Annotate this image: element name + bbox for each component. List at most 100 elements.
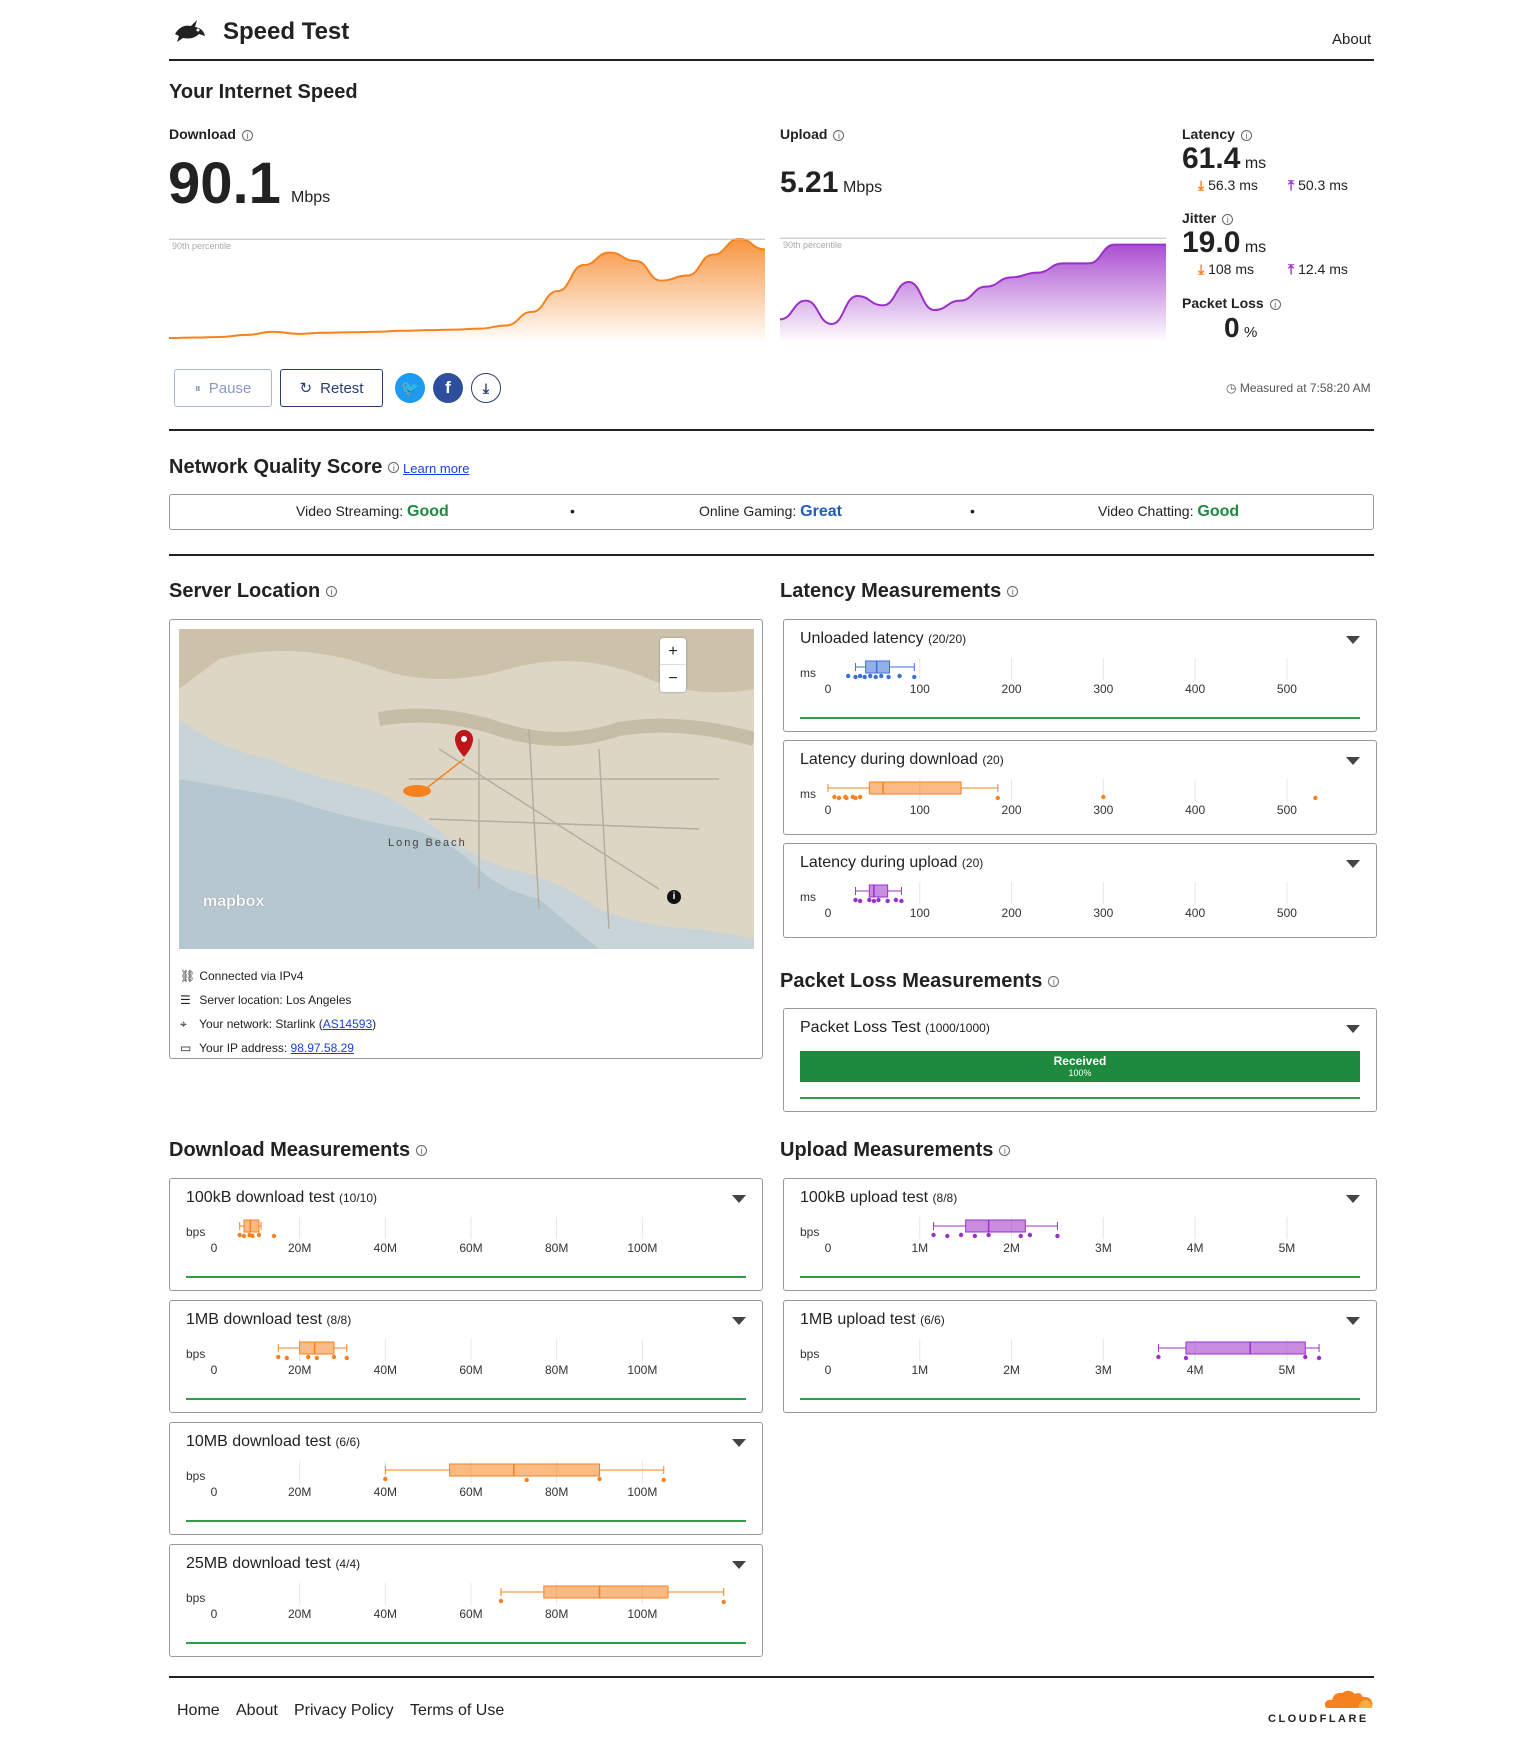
retest-button[interactable]: ↻ Retest <box>280 369 383 407</box>
percentile-label: 90th percentile <box>783 240 842 250</box>
zoom-out-button[interactable]: − <box>668 670 678 687</box>
card-title: 1MB upload test (6/6) <box>800 1311 945 1328</box>
tick-label: 0 <box>825 682 832 696</box>
map[interactable]: Long Beach mapbox i + − <box>179 629 754 949</box>
tick-label: 100M <box>627 1607 657 1621</box>
axis-unit: ms <box>800 890 816 904</box>
latency-label: Latency i <box>1182 126 1252 142</box>
chevron-down-icon[interactable] <box>732 1317 746 1325</box>
percentile-label: 90th percentile <box>172 241 231 251</box>
header-about-link[interactable]: About <box>1332 31 1372 48</box>
chevron-down-icon[interactable] <box>1346 860 1360 868</box>
server-heading: Server Location i <box>169 580 338 603</box>
chevron-down-icon[interactable] <box>732 1439 746 1447</box>
network-icon: ⛓ <box>180 969 196 983</box>
tick-label: 500 <box>1277 682 1297 696</box>
ip-link[interactable]: 98.97.58.29 <box>290 1041 354 1055</box>
chevron-down-icon[interactable] <box>1346 1195 1360 1203</box>
pause-icon: ⏸ <box>194 380 201 395</box>
tick-label: 3M <box>1095 1363 1112 1377</box>
tick-label: 40M <box>374 1485 397 1499</box>
tick-label: 4M <box>1187 1241 1204 1255</box>
learn-more-link[interactable]: Learn more <box>403 461 470 476</box>
data-point <box>986 1232 991 1238</box>
twitter-icon[interactable]: 🐦 <box>395 373 425 403</box>
header-divider <box>169 59 1374 61</box>
streaming-score: Video Streaming: Good <box>296 503 449 520</box>
upload-area-chart: 90th percentile <box>780 237 1166 340</box>
pause-button[interactable]: ⏸ Pause <box>174 369 272 407</box>
server-icon: ☰ <box>180 993 191 1007</box>
data-point <box>1316 1355 1322 1361</box>
area-fill <box>169 238 765 340</box>
data-point <box>853 897 858 903</box>
footer-privacy-link[interactable]: Privacy Policy <box>294 1702 394 1719</box>
packet-loss-card: Packet Loss Test (1000/1000) Received 10… <box>783 1008 1377 1112</box>
latency-value: 61.4 ms <box>1182 142 1267 175</box>
tick-label: 100 <box>910 803 930 817</box>
data-point <box>857 794 863 800</box>
axis-unit: ms <box>800 787 816 801</box>
map-city-label: Long Beach <box>388 837 467 849</box>
tick-label: 200 <box>1002 906 1022 920</box>
download-card-100kb: 100kB download test (10/10) bps 0 20M 40M 6… <box>169 1178 763 1291</box>
data-point <box>1156 1354 1161 1360</box>
footer-home-link[interactable]: Home <box>177 1702 220 1719</box>
data-point <box>306 1354 311 1360</box>
ip-row: ▭ Your IP address: 98.97.58.29 <box>180 1036 376 1060</box>
series-line <box>780 243 1166 326</box>
download-area-chart: 90th percentile <box>169 237 765 340</box>
data-point <box>868 673 873 679</box>
tick-label: 4M <box>1187 1363 1204 1377</box>
tick-label: 2M <box>1003 1363 1020 1377</box>
data-point <box>1027 1232 1033 1238</box>
map-info-icon[interactable]: i <box>667 890 681 904</box>
bullet-separator: • <box>970 503 975 519</box>
info-icon: i <box>999 1145 1011 1157</box>
upload-unit: Mbps <box>843 179 883 196</box>
data-point <box>524 1477 529 1483</box>
measured-at: ◷ Measured at 7:58:20 AM <box>1226 381 1371 395</box>
server-panel: Long Beach mapbox i + − ⛓ Connected via … <box>169 619 763 1059</box>
card-baseline <box>800 1097 1360 1099</box>
data-point <box>237 1232 242 1238</box>
card-baseline <box>800 1276 1360 1278</box>
card-baseline <box>800 1398 1360 1400</box>
facebook-icon[interactable]: f <box>433 373 463 403</box>
tick-label: 0 <box>211 1607 218 1621</box>
tick-label: 40M <box>374 1241 397 1255</box>
bullet-separator: • <box>570 503 575 519</box>
data-point <box>862 674 867 680</box>
download-card-10mb: 10MB download test (6/6) bps 0 20M 40M 60M 8… <box>169 1422 763 1535</box>
jitter-down: ⤓ 108 ms <box>1198 261 1255 277</box>
chevron-down-icon[interactable] <box>732 1195 746 1203</box>
packet-received-bar: Received 100% <box>800 1051 1360 1082</box>
chevron-down-icon[interactable] <box>1346 636 1360 644</box>
data-point <box>1183 1355 1189 1361</box>
chevron-down-icon[interactable] <box>1346 1317 1360 1325</box>
data-point <box>256 1232 262 1238</box>
upload-arrow-icon: ⤒ <box>1288 261 1295 277</box>
chevron-down-icon[interactable] <box>1346 757 1360 765</box>
series-line <box>169 237 765 339</box>
download-label: Download i <box>169 126 253 142</box>
card-title: 1MB download test (8/8) <box>186 1311 352 1328</box>
data-point <box>867 897 872 903</box>
footer-about-link[interactable]: About <box>236 1702 278 1719</box>
chevron-down-icon[interactable] <box>732 1561 746 1569</box>
info-icon: i <box>388 462 400 474</box>
card-title: Latency during download (20) <box>800 751 1004 768</box>
footer-terms-link[interactable]: Terms of Use <box>410 1702 505 1719</box>
axis-unit: bps <box>800 1347 820 1361</box>
card-baseline <box>186 1642 746 1644</box>
tick-label: 0 <box>211 1241 218 1255</box>
connection-info: ⛓ Connected via IPv4 ☰ Server location: … <box>180 964 376 1060</box>
data-point <box>853 795 858 801</box>
latency-card-unloaded: Unloaded latency (20/20) ms 0 100 200 300 40… <box>783 619 1377 732</box>
download-1mb-boxplot: 0 20M 40M 60M 80M 100M <box>211 1339 657 1377</box>
chevron-down-icon[interactable] <box>1346 1025 1360 1033</box>
as-link[interactable]: AS14593 <box>322 1017 373 1031</box>
download-results-icon[interactable]: ⤓ <box>471 373 501 403</box>
tick-label: 80M <box>545 1485 568 1499</box>
zoom-in-button[interactable]: + <box>660 638 686 665</box>
